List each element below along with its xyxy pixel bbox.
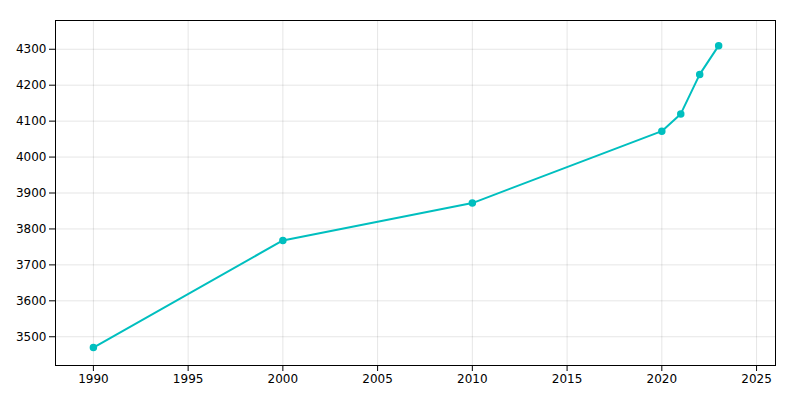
svg-text:1995: 1995: [173, 372, 204, 386]
svg-text:2010: 2010: [457, 372, 488, 386]
svg-text:4100: 4100: [16, 114, 47, 128]
svg-text:2025: 2025: [741, 372, 772, 386]
svg-text:2005: 2005: [362, 372, 393, 386]
svg-text:2020: 2020: [647, 372, 678, 386]
svg-text:3600: 3600: [16, 294, 47, 308]
svg-text:3900: 3900: [16, 186, 47, 200]
svg-text:4300: 4300: [16, 42, 47, 56]
svg-text:4200: 4200: [16, 78, 47, 92]
svg-text:4000: 4000: [16, 150, 47, 164]
svg-text:3500: 3500: [16, 330, 47, 344]
svg-text:1990: 1990: [78, 372, 109, 386]
svg-text:2015: 2015: [552, 372, 583, 386]
svg-text:3700: 3700: [16, 258, 47, 272]
svg-text:2000: 2000: [268, 372, 299, 386]
svg-text:3800: 3800: [16, 222, 47, 236]
